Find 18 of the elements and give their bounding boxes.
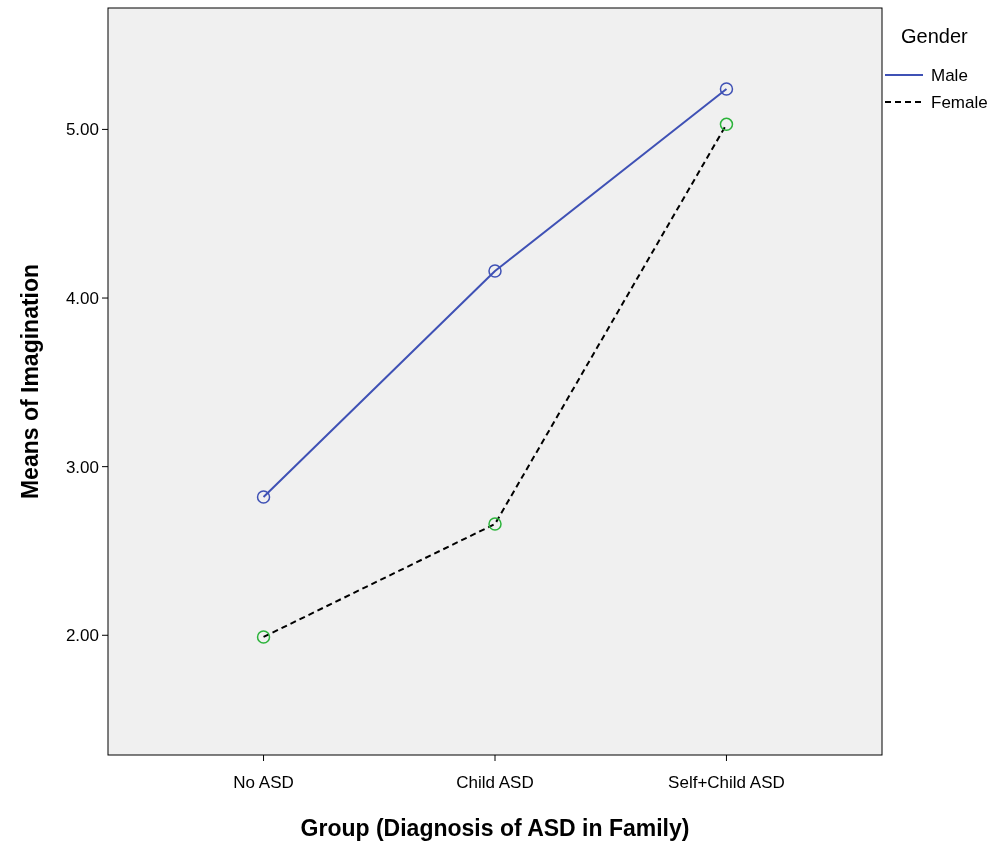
point [256, 490, 271, 504]
y-tick-label: 4.00 [65, 288, 99, 308]
x-tick-label: No ASD [233, 773, 294, 792]
y-axis-title: Means of Imagination [17, 263, 43, 500]
point [488, 264, 502, 278]
x-tick-label: Child ASD [456, 773, 534, 792]
point [719, 82, 734, 96]
y-tick-label: 5.00 [65, 120, 99, 140]
point [256, 630, 271, 644]
legend-title: Gender [901, 25, 969, 47]
y-tick-label: 2.00 [65, 626, 99, 646]
legend-label: Male [931, 65, 968, 85]
legend-label: Female [931, 92, 988, 112]
x-tick-label: Self+Child ASD [668, 773, 785, 792]
y-tick-label: 3.00 [65, 457, 99, 477]
x-axis-title: Group (Diagnosis of ASD in Family) [300, 815, 690, 841]
point [719, 117, 734, 132]
point [488, 517, 502, 531]
